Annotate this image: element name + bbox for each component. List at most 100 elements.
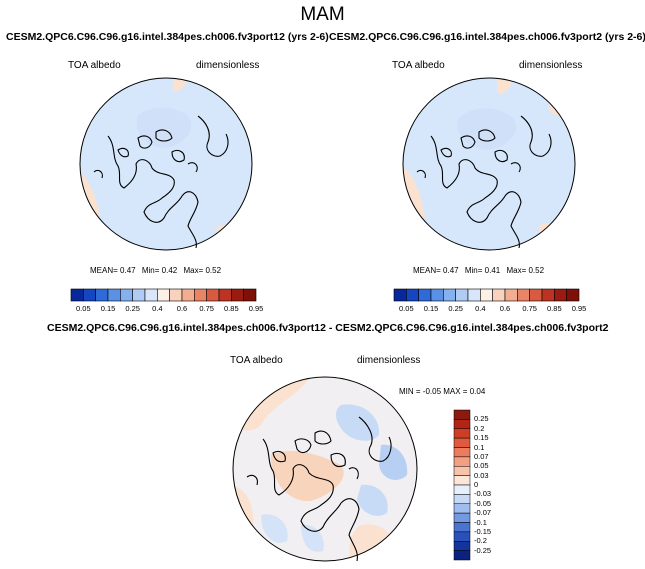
- panel-right-cool-patch: [457, 108, 517, 150]
- panel-left-colorbar: [70, 288, 257, 302]
- colorbar-swatch: [453, 447, 471, 458]
- colorbar-swatch: [194, 288, 207, 302]
- panel-right-variable-label: TOA albedo: [392, 60, 445, 71]
- colorbar-swatch: [453, 437, 471, 448]
- colorbar-swatch: [453, 428, 471, 439]
- colorbar-swatch: [517, 288, 530, 302]
- colorbar-swatch: [218, 288, 232, 302]
- colorbar-swatch: [418, 288, 432, 302]
- panel-right-map-border: [402, 77, 576, 251]
- panel-left-units-label: dimensionless: [196, 60, 260, 71]
- panel-left-warm-patch: [80, 106, 86, 126]
- colorbar-swatch: [480, 288, 493, 302]
- panel-right-map: [402, 77, 576, 251]
- colorbar-tick-label: 0.2: [474, 423, 485, 433]
- colorbar-tick-label: 0.15: [100, 304, 116, 313]
- colorbar-tick-label: 0.95: [248, 304, 264, 313]
- max-label: Max=: [183, 266, 204, 275]
- panel-right-units-label: dimensionless: [519, 60, 583, 71]
- colorbar-swatch: [169, 288, 183, 302]
- panel-diff-title: CESM2.QPC6.C96.C96.g16.intel.384pes.ch00…: [47, 322, 609, 334]
- colorbar-swatch: [430, 288, 444, 302]
- colorbar-tick-label: -0.07: [474, 508, 492, 518]
- panel-diff-colorbar: [453, 409, 471, 561]
- colorbar-swatch: [453, 522, 471, 533]
- colorbar-swatch: [231, 288, 244, 302]
- colorbar-swatch: [453, 475, 471, 486]
- panel-right-ocean: [403, 78, 575, 250]
- colorbar-swatch: [144, 288, 158, 302]
- colorbar-swatch: [393, 288, 407, 302]
- min-label: Min=: [141, 266, 160, 275]
- panel-diff-cool-patch: [357, 484, 388, 516]
- panel-left-variable-label: TOA albedo: [68, 60, 121, 71]
- panel-left-ocean: [80, 78, 252, 250]
- colorbar-tick-label: -0.03: [474, 489, 492, 499]
- colorbar-swatch: [467, 288, 481, 302]
- colorbar-tick-label: 0.25: [448, 304, 463, 313]
- colorbar-tick-label: -0.2: [474, 536, 487, 546]
- panel-diff-stats: MIN = -0.05 MAX = 0.04: [399, 387, 486, 396]
- mean-label: MEAN=: [90, 266, 118, 275]
- colorbar-tick-label: -0.1: [474, 517, 487, 527]
- max-value: 0.52: [205, 266, 222, 275]
- colorbar-swatch: [107, 288, 121, 302]
- colorbar-tick-label: 0.95: [571, 304, 587, 313]
- panel-right-stats: MEAN= 0.47 Min= 0.41 Max= 0.52: [413, 266, 544, 275]
- figure-title: MAM: [300, 4, 345, 25]
- mean-value: 0.47: [443, 266, 459, 275]
- colorbar-swatch: [132, 288, 146, 302]
- colorbar-swatch: [453, 409, 471, 420]
- panel-diff-warm-patch: [271, 450, 344, 502]
- colorbar-swatch: [181, 288, 195, 302]
- colorbar-tick-label: 0.4: [475, 304, 486, 313]
- colorbar-swatch: [243, 288, 257, 302]
- panel-diff-cool-patch: [261, 514, 288, 543]
- mean-label: MEAN=: [413, 266, 441, 275]
- colorbar-swatch: [453, 550, 471, 561]
- colorbar-tick-label: 0.25: [125, 304, 140, 313]
- min-label: Min=: [464, 266, 483, 275]
- colorbar-tick-label: 0.75: [522, 304, 537, 313]
- colorbar-tick-label: 0.07: [474, 451, 489, 461]
- colorbar-tick-label: -0.25: [474, 545, 492, 555]
- panel-left-cool-patch: [136, 107, 192, 148]
- colorbar-swatch: [70, 288, 84, 302]
- panel-right-warm-patch: [538, 223, 556, 247]
- colorbar-tick-label: 0.15: [474, 433, 489, 443]
- colorbar-tick-label: 0.25: [474, 414, 489, 424]
- panel-diff-cool-patch: [301, 524, 324, 552]
- colorbar-swatch: [529, 288, 543, 302]
- min-value: 0.41: [484, 266, 501, 275]
- colorbar-swatch: [95, 288, 109, 302]
- panel-diff-cool-patch: [335, 404, 380, 441]
- panel-left-stats: MEAN= 0.47 Min= 0.42 Max= 0.52: [90, 266, 221, 275]
- panel-diff-units-label: dimensionless: [357, 355, 421, 366]
- colorbar-swatch: [541, 288, 555, 302]
- colorbar-tick-label: -0.15: [474, 526, 492, 536]
- panel-right-colorbar: [393, 288, 580, 302]
- colorbar-swatch: [83, 288, 96, 302]
- colorbar-tick-label: 0: [474, 480, 479, 489]
- colorbar-swatch: [453, 494, 471, 504]
- mean-value: 0.47: [120, 266, 136, 275]
- colorbar-swatch: [157, 288, 170, 302]
- panel-diff-map-border: [232, 376, 418, 562]
- colorbar-tick-label: -0.05: [474, 498, 492, 508]
- colorbar-tick-label: 0.05: [76, 304, 91, 313]
- panel-right-title: CESM2.QPC6.C96.C96.g16.intel.384pes.ch00…: [329, 31, 645, 43]
- colorbar-swatch: [455, 288, 469, 302]
- colorbar-swatch: [453, 456, 471, 467]
- colorbar-tick-label: 0.6: [176, 304, 188, 313]
- colorbar-tick-label: 0.03: [474, 470, 489, 480]
- panel-right-coastlines: [416, 115, 552, 249]
- colorbar-swatch: [453, 531, 471, 542]
- colorbar-tick-label: 0.6: [499, 304, 511, 313]
- colorbar-tick-label: 0.1: [474, 442, 485, 452]
- colorbar-swatch: [443, 288, 456, 302]
- panel-diff-map: [232, 376, 418, 562]
- panel-diff-coastlines: [246, 416, 392, 562]
- colorbar-swatch: [453, 503, 471, 514]
- min-value: 0.42: [161, 266, 178, 275]
- panel-left-title: CESM2.QPC6.C96.C96.g16.intel.384pes.ch00…: [6, 31, 329, 43]
